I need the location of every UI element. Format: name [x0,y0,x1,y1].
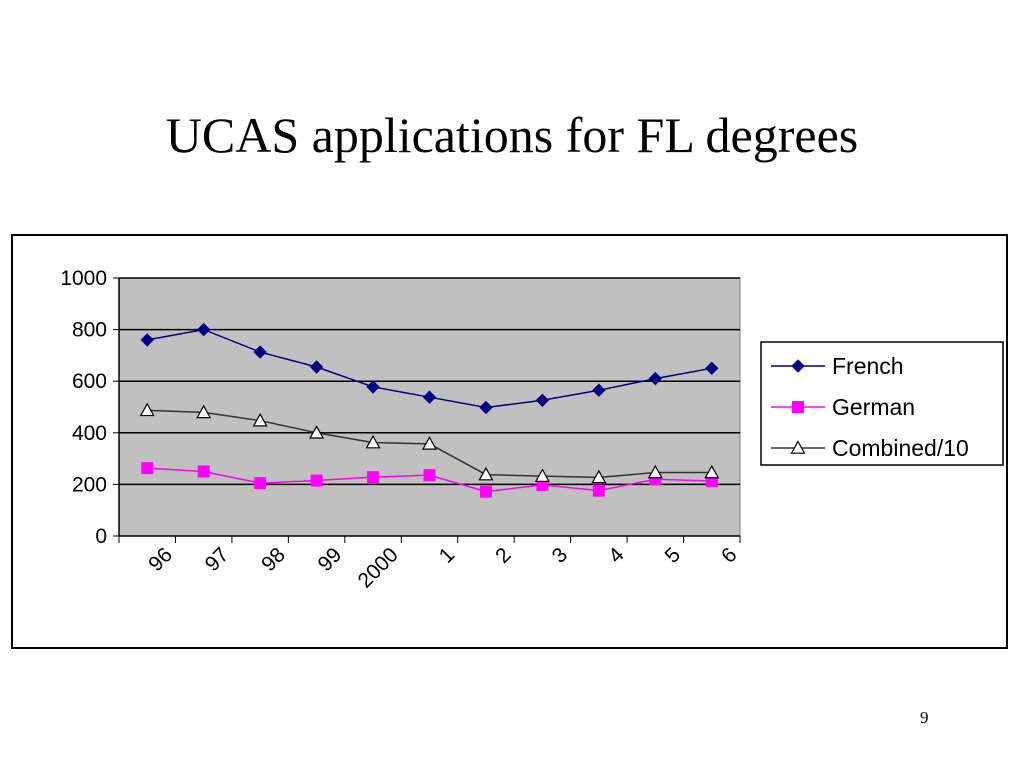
x-tick-label-1: 1 [435,543,460,568]
data-point-german-2 [479,485,492,498]
data-point-combined-10-97 [196,404,212,419]
x-tick-label-6: 6 [717,543,742,568]
data-point-combined-10-5 [647,464,663,479]
x-tick-label-99: 99 [314,543,347,576]
y-tick-label-1000: 1000 [60,267,107,290]
x-tick-label-2: 2 [491,543,516,568]
data-point-french-3 [535,393,550,407]
data-point-combined-10-96 [139,402,155,417]
data-point-german-99 [310,474,323,487]
data-point-german-4 [592,484,605,497]
legend-marker-german [792,401,804,413]
y-tick-label-200: 200 [72,473,107,496]
legend-marker-combined-10 [790,440,806,454]
x-tick-label-5: 5 [661,543,686,568]
data-point-combined-10-2000 [365,434,381,449]
data-point-combined-10-2 [478,466,494,481]
x-tick-label-97: 97 [201,543,234,576]
data-point-combined-10-1 [421,436,438,450]
data-point-german-97 [197,465,210,478]
legend-marker-french [791,359,805,373]
data-point-combined-10-98 [252,412,268,427]
data-point-french-4 [592,383,606,397]
y-tick-label-600: 600 [72,370,107,393]
x-tick-label-2000: 2000 [354,543,403,592]
x-tick-label-96: 96 [144,543,177,576]
data-point-combined-10-99 [309,425,325,439]
y-tick-label-400: 400 [72,422,107,445]
data-point-combined-10-4 [591,469,607,484]
data-point-german-98 [254,477,267,490]
data-point-french-5 [648,371,663,386]
data-point-french-99 [309,360,324,374]
legend-label-combined-10: Combined/10 [832,435,969,461]
y-tick-label-0: 0 [95,525,107,548]
data-point-french-98 [253,345,267,359]
x-tick-label-4: 4 [604,543,629,568]
page-number: 9 [920,708,929,727]
data-point-french-1 [422,390,437,404]
plot-area [118,277,741,537]
data-point-french-2 [479,400,493,415]
data-point-german-1 [423,469,436,482]
y-tick-label-800: 800 [72,319,107,342]
data-point-french-2000 [366,380,380,394]
x-tick-label-98: 98 [257,543,290,576]
data-point-german-2000 [367,471,380,484]
data-point-german-96 [141,462,154,475]
line-chart: 0 200 400 600 800 1000 96 97 98 99 2000 1 2 3 4 5 6 Frenc… [60,267,1004,593]
data-point-french-6 [705,361,719,376]
chart-frame: 0 200 400 600 800 1000 96 97 98 99 2000 1 2 3 4 5 6 Frenc… [11,234,1008,649]
x-tick-label-3: 3 [548,543,573,568]
legend-label-french: French [832,353,904,379]
legend-label-german: German [832,394,915,420]
data-point-french-97 [196,322,211,337]
data-point-combined-10-6 [704,464,720,479]
slide-title: UCAS applications for FL degrees [165,107,859,163]
data-point-combined-10-3 [534,468,550,482]
data-point-french-96 [140,333,154,347]
